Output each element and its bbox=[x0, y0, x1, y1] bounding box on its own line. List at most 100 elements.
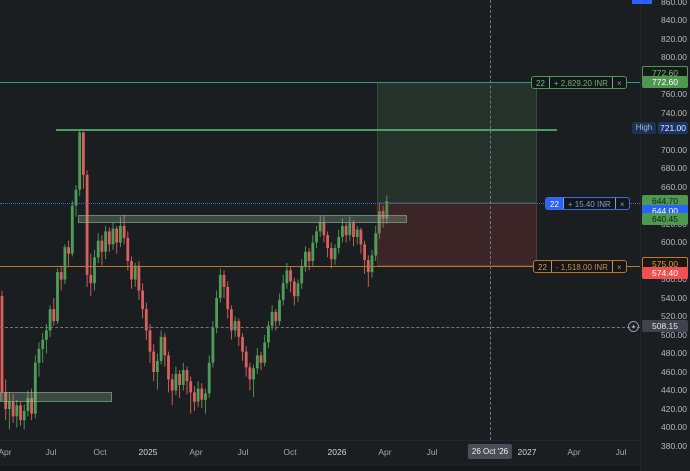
candle bbox=[278, 293, 281, 326]
clipped-price-label-fragment bbox=[632, 0, 652, 4]
candle bbox=[178, 370, 181, 398]
orange-line[interactable] bbox=[0, 265, 640, 267]
price-tick-label: 760.00 bbox=[661, 89, 687, 99]
position-quantity[interactable]: 22 bbox=[538, 262, 547, 272]
position-quantity[interactable]: 22 bbox=[546, 197, 563, 209]
candle bbox=[352, 220, 355, 247]
position-target-amount: + 2,829.20 INR bbox=[548, 76, 612, 88]
candle bbox=[348, 216, 352, 241]
supply-zone[interactable] bbox=[78, 215, 407, 223]
price-tick-label: 740.00 bbox=[661, 107, 687, 118]
high-line[interactable] bbox=[56, 129, 557, 131]
candle bbox=[26, 390, 30, 417]
price-axis[interactable]: 860.00840.00820.00800.00780.00760.00740.… bbox=[628, 0, 690, 471]
candle bbox=[37, 342, 41, 377]
candle bbox=[130, 256, 133, 289]
candle bbox=[326, 231, 329, 258]
candle bbox=[82, 131, 85, 189]
candle bbox=[170, 373, 174, 406]
candle bbox=[237, 318, 241, 347]
time-axis[interactable]: Apr Jul Oct 2025 Apr Jul Oct 2026 Apr Jul 2027 Apr J… bbox=[0, 440, 690, 466]
target-price-label: 772.60 bbox=[642, 76, 688, 88]
price-tick-label: 820.00 bbox=[661, 33, 687, 44]
price-tick-label: 480.00 bbox=[661, 348, 687, 358]
candle bbox=[119, 216, 122, 248]
entry-line[interactable] bbox=[0, 202, 640, 204]
add-alert-plus-icon[interactable]: + bbox=[628, 321, 639, 332]
price-tick-label: 440.00 bbox=[661, 385, 687, 395]
position-profit-box[interactable] bbox=[377, 82, 537, 203]
time-tick-month: Apr bbox=[0, 447, 12, 457]
candle bbox=[100, 235, 104, 266]
position-quantity[interactable]: 22 bbox=[536, 78, 545, 88]
candle bbox=[311, 235, 315, 267]
candle bbox=[89, 253, 93, 297]
chart-pane[interactable]: 22 + 2,829.20 INR × 22 + 15.40 INR × 22- 1,518… bbox=[0, 0, 640, 440]
demand-zone[interactable] bbox=[0, 392, 112, 402]
price-tick-label: 800.00 bbox=[661, 52, 687, 62]
candle bbox=[19, 401, 22, 426]
candle bbox=[0, 290, 4, 402]
stop-price-label: 574.40 bbox=[642, 267, 688, 279]
time-tick-year: 2026 bbox=[327, 447, 347, 457]
time-tick-month: Apr bbox=[189, 447, 203, 457]
candle bbox=[96, 233, 100, 263]
close-icon[interactable]: × bbox=[611, 76, 626, 88]
candle bbox=[67, 240, 70, 266]
crosshair-price-label: 508.15 + bbox=[628, 320, 688, 332]
candle bbox=[41, 333, 45, 363]
price-tick-label: 660.00 bbox=[661, 181, 687, 192]
price-tick-label: 460.00 bbox=[661, 366, 687, 377]
candle bbox=[78, 130, 82, 197]
candle bbox=[52, 298, 56, 326]
position-stop-tag[interactable]: 22- 1,518.00 INR × bbox=[533, 259, 627, 273]
price-tick-label: 860.00 bbox=[661, 0, 687, 7]
candle bbox=[185, 366, 189, 395]
candle bbox=[233, 316, 237, 337]
candle bbox=[152, 344, 156, 382]
candle bbox=[70, 200, 74, 257]
candle bbox=[218, 268, 222, 303]
candle bbox=[270, 305, 274, 331]
candle bbox=[296, 279, 300, 302]
candle bbox=[344, 222, 348, 243]
price-tick-label: 380.00 bbox=[661, 440, 687, 451]
candle bbox=[289, 266, 292, 293]
time-tick-month: Jul bbox=[615, 447, 627, 457]
candle bbox=[355, 225, 359, 245]
position-entry-tag[interactable]: 22 + 15.40 INR × bbox=[545, 196, 630, 210]
candle bbox=[107, 227, 111, 252]
candle bbox=[200, 383, 204, 409]
candle bbox=[48, 305, 52, 337]
time-tick-month: Oct bbox=[283, 447, 297, 457]
time-tick-month: Apr bbox=[567, 447, 581, 457]
secondary-price-label: 640.45 bbox=[642, 213, 688, 225]
candle bbox=[167, 351, 170, 393]
candle bbox=[126, 231, 130, 271]
candle bbox=[285, 262, 289, 289]
close-icon[interactable]: × bbox=[611, 260, 626, 272]
candle bbox=[63, 244, 67, 285]
candle bbox=[22, 404, 26, 430]
candle bbox=[244, 346, 248, 377]
candle bbox=[226, 281, 230, 319]
candle bbox=[30, 388, 33, 421]
candle bbox=[111, 222, 115, 250]
crosshair-vertical-line bbox=[490, 0, 491, 440]
position-target-tag[interactable]: 22 + 2,829.20 INR × bbox=[531, 75, 627, 89]
candle bbox=[156, 353, 159, 390]
candle bbox=[366, 255, 370, 287]
candle bbox=[292, 277, 296, 306]
target-line[interactable] bbox=[0, 81, 640, 83]
price-tick-label: 500.00 bbox=[661, 329, 687, 340]
candle bbox=[181, 362, 185, 391]
candle bbox=[363, 240, 366, 274]
close-icon[interactable]: × bbox=[614, 197, 629, 209]
candle bbox=[144, 302, 148, 340]
time-tick-month: Jul bbox=[45, 447, 57, 457]
candle bbox=[4, 379, 8, 421]
position-loss-box[interactable] bbox=[377, 203, 537, 266]
candle bbox=[196, 381, 200, 408]
candle bbox=[263, 335, 267, 367]
candle bbox=[193, 385, 196, 411]
